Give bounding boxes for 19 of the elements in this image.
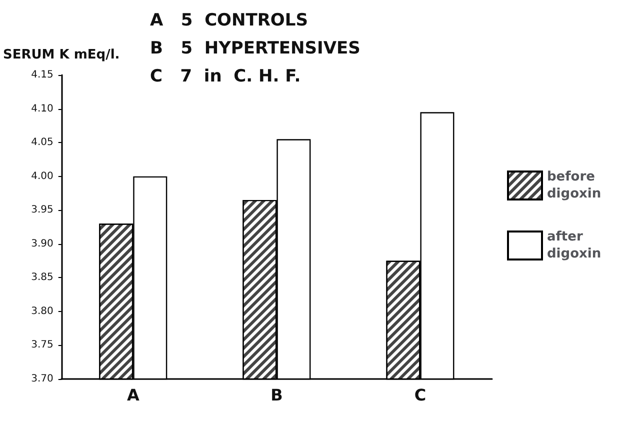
y-tick-label: 3.95 xyxy=(31,204,54,216)
legend-label: after digoxin xyxy=(547,230,602,262)
y-axis-title: SERUM K mEq/l. xyxy=(3,48,120,62)
y-tick-label: 3.75 xyxy=(31,340,54,351)
y-tick-label: 3.85 xyxy=(31,272,54,284)
y-tick-label: 4.05 xyxy=(31,137,54,148)
y-tick-label: 4.10 xyxy=(31,103,54,114)
annotation: C 7 in C. H. F. xyxy=(150,66,301,86)
x-tick-label: C xyxy=(414,386,426,404)
y-tick-label: 4.00 xyxy=(31,170,54,182)
legend-label: before digoxin xyxy=(547,170,602,202)
x-tick-label: B xyxy=(270,386,283,404)
y-tick-label: 4.15 xyxy=(31,70,54,80)
text: B 5 HYPERTENSIVES xyxy=(150,38,360,58)
text: A 5 CONTROLS xyxy=(150,10,308,30)
x-tick-label: A xyxy=(126,386,140,404)
y-tick-label: 3.90 xyxy=(31,238,54,250)
y-tick-label: 3.70 xyxy=(31,374,54,384)
y-tick-label: 3.80 xyxy=(31,306,54,317)
